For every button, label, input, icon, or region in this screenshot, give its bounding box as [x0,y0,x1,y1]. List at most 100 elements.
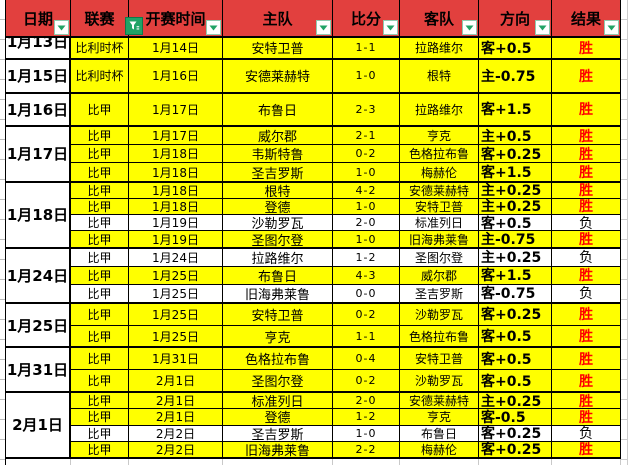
score-cell[interactable]: 1-1 [333,325,400,347]
home-team-cell[interactable]: 根特 [223,182,333,198]
league-cell[interactable]: 比甲 [71,325,129,347]
league-cell[interactable]: 比利时杯 [71,38,129,58]
kickoff-time-cell[interactable]: 1月31日 [129,348,223,370]
league-cell[interactable]: 比甲 [71,215,129,231]
home-team-cell[interactable]: 圣图尔登 [223,231,333,247]
result-cell[interactable]: 胜 [552,348,621,370]
result-cell[interactable]: 负 [552,248,621,266]
league-cell[interactable]: 比甲 [71,93,129,126]
home-team-cell[interactable]: 安德莱赫特 [223,59,333,92]
result-cell[interactable]: 胜 [552,59,621,92]
league-cell[interactable]: 比甲 [71,348,129,370]
kickoff-time-cell[interactable]: 2月1日 [129,370,223,391]
league-cell[interactable]: 比甲 [71,145,129,163]
score-cell[interactable]: 1-0 [333,425,400,441]
filter-applied-icon[interactable] [125,17,143,35]
result-cell[interactable]: 胜 [552,266,621,284]
kickoff-time-cell[interactable]: 1月19日 [129,215,223,231]
result-cell[interactable]: 胜 [552,231,621,247]
score-cell[interactable]: 2-3 [333,93,400,126]
score-cell[interactable]: 4-3 [333,266,400,284]
date-cell[interactable]: 1月13日 [6,38,71,58]
away-team-cell[interactable]: 梅赫伦 [400,163,479,181]
result-cell[interactable]: 胜 [552,370,621,391]
kickoff-time-cell[interactable]: 2月2日 [129,425,223,441]
away-team-cell[interactable]: 色格拉布鲁 [400,145,479,163]
league-cell[interactable]: 比甲 [71,370,129,391]
away-team-cell[interactable]: 安德莱赫特 [400,392,479,409]
kickoff-time-cell[interactable]: 2月1日 [129,392,223,409]
handicap-direction-cell[interactable]: 客+1.5 [479,163,552,181]
column-header-3[interactable]: 主队 [223,0,333,36]
away-team-cell[interactable]: 标准列日 [400,215,479,231]
home-team-cell[interactable]: 安特卫普 [223,303,333,325]
column-header-7[interactable]: 结果 [552,0,621,36]
home-team-cell[interactable]: 旧海弗莱鲁 [223,441,333,458]
league-cell[interactable]: 比甲 [71,266,129,284]
away-team-cell[interactable]: 沙勒罗瓦 [400,370,479,391]
score-cell[interactable]: 2-2 [333,441,400,458]
result-cell[interactable]: 胜 [552,303,621,325]
away-team-cell[interactable]: 安德莱赫特 [400,182,479,198]
handicap-direction-cell[interactable]: 客+0.5 [479,38,552,58]
home-team-cell[interactable]: 圣吉罗斯 [223,163,333,181]
home-team-cell[interactable]: 亨克 [223,325,333,347]
home-team-cell[interactable]: 韦斯特鲁 [223,145,333,163]
league-cell[interactable]: 比甲 [71,392,129,409]
away-team-cell[interactable]: 安特卫普 [400,198,479,215]
score-cell[interactable]: 0-4 [333,348,400,370]
handicap-direction-cell[interactable]: 客+0.5 [479,370,552,391]
column-header-2[interactable]: 开赛时间 [129,0,223,36]
kickoff-time-cell[interactable]: 1月18日 [129,145,223,163]
filter-dropdown-icon[interactable] [54,20,69,35]
score-cell[interactable]: 1-0 [333,163,400,181]
away-team-cell[interactable]: 拉路维尔 [400,93,479,126]
handicap-direction-cell[interactable]: 客+1.5 [479,266,552,284]
kickoff-time-cell[interactable]: 1月24日 [129,248,223,266]
league-cell[interactable]: 比甲 [71,284,129,302]
score-cell[interactable]: 1-0 [333,198,400,215]
date-cell[interactable]: 1月25日 [6,303,71,347]
kickoff-time-cell[interactable]: 1月16日 [129,59,223,92]
away-team-cell[interactable]: 色格拉布鲁 [400,325,479,347]
result-cell[interactable]: 胜 [552,409,621,425]
handicap-direction-cell[interactable]: 主-0.75 [479,231,552,247]
home-team-cell[interactable]: 威尔郡 [223,127,333,145]
date-cell[interactable]: 1月18日 [6,182,71,247]
date-cell[interactable]: 1月24日 [6,248,71,302]
result-cell[interactable]: 胜 [552,93,621,126]
score-cell[interactable]: 4-2 [333,182,400,198]
result-cell[interactable]: 负 [552,284,621,302]
handicap-direction-cell[interactable]: 主+0.25 [479,248,552,266]
result-cell[interactable]: 胜 [552,145,621,163]
league-cell[interactable]: 比甲 [71,198,129,215]
score-cell[interactable]: 0-2 [333,303,400,325]
handicap-direction-cell[interactable]: 客+0.5 [479,215,552,231]
score-cell[interactable]: 1-0 [333,59,400,92]
away-team-cell[interactable]: 威尔郡 [400,266,479,284]
league-cell[interactable]: 比甲 [71,409,129,425]
score-cell[interactable]: 1-0 [333,231,400,247]
league-cell[interactable]: 比甲 [71,127,129,145]
handicap-direction-cell[interactable]: 客-0.75 [479,284,552,302]
kickoff-time-cell[interactable]: 1月18日 [129,182,223,198]
filter-dropdown-icon[interactable] [206,20,221,35]
away-team-cell[interactable]: 亨克 [400,409,479,425]
home-team-cell[interactable]: 沙勒罗瓦 [223,215,333,231]
league-cell[interactable]: 比甲 [71,248,129,266]
result-cell[interactable]: 负 [552,425,621,441]
handicap-direction-cell[interactable]: 主+0.25 [479,182,552,198]
column-header-1[interactable]: 联赛 [71,0,143,36]
handicap-direction-cell[interactable]: 客+1.5 [479,93,552,126]
handicap-direction-cell[interactable]: 主+0.5 [479,127,552,145]
column-header-6[interactable]: 方向 [479,0,552,36]
score-cell[interactable]: 0-0 [333,284,400,302]
date-cell[interactable]: 1月15日 [6,59,71,92]
handicap-direction-cell[interactable]: 客+0.25 [479,441,552,458]
column-header-5[interactable]: 客队 [400,0,479,36]
away-team-cell[interactable]: 布鲁日 [400,425,479,441]
away-team-cell[interactable]: 梅赫伦 [400,441,479,458]
result-cell[interactable]: 胜 [552,163,621,181]
score-cell[interactable]: 1-1 [333,38,400,58]
home-team-cell[interactable]: 登德 [223,409,333,425]
